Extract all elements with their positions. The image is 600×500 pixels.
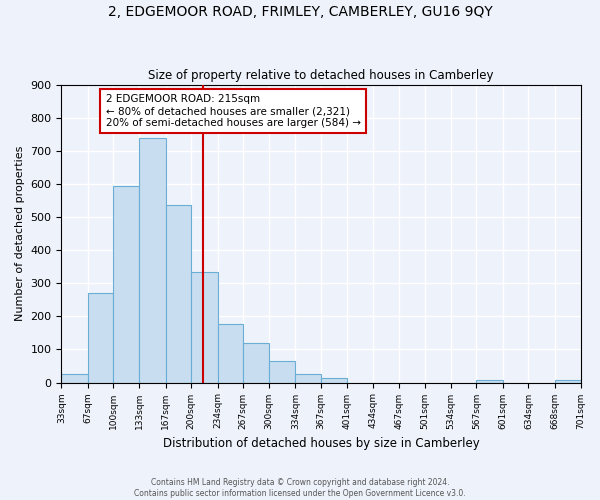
Bar <box>139 138 166 382</box>
Bar <box>88 293 113 382</box>
Bar <box>113 186 139 382</box>
Bar <box>269 361 295 382</box>
Bar <box>61 374 88 382</box>
Title: Size of property relative to detached houses in Camberley: Size of property relative to detached ho… <box>148 69 494 82</box>
Bar <box>476 380 503 382</box>
Bar <box>321 378 347 382</box>
X-axis label: Distribution of detached houses by size in Camberley: Distribution of detached houses by size … <box>163 437 479 450</box>
Bar <box>166 206 191 382</box>
Text: 2 EDGEMOOR ROAD: 215sqm
← 80% of detached houses are smaller (2,321)
20% of semi: 2 EDGEMOOR ROAD: 215sqm ← 80% of detache… <box>106 94 361 128</box>
Bar <box>218 324 243 382</box>
Bar <box>555 380 581 382</box>
Text: Contains HM Land Registry data © Crown copyright and database right 2024.
Contai: Contains HM Land Registry data © Crown c… <box>134 478 466 498</box>
Text: 2, EDGEMOOR ROAD, FRIMLEY, CAMBERLEY, GU16 9QY: 2, EDGEMOOR ROAD, FRIMLEY, CAMBERLEY, GU… <box>107 5 493 19</box>
Bar <box>243 343 269 382</box>
Bar <box>191 272 218 382</box>
Y-axis label: Number of detached properties: Number of detached properties <box>15 146 25 322</box>
Bar <box>295 374 321 382</box>
